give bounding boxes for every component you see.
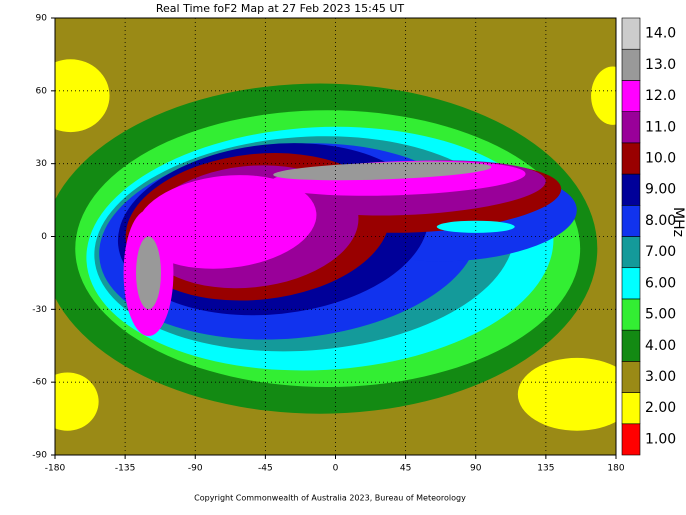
colorbar-label: 3.00	[645, 369, 676, 385]
colorbar-swatch	[621, 329, 641, 362]
contour-region	[55, 372, 99, 431]
y-tick-label: -30	[32, 305, 47, 315]
contour-region	[136, 236, 161, 310]
x-tick-label: -135	[115, 464, 135, 474]
y-tick-label: 60	[36, 86, 48, 96]
colorbar-swatch	[621, 423, 641, 456]
colorbar-label: 8.00	[645, 213, 676, 229]
colorbar-label: 2.00	[645, 400, 676, 416]
x-tick-label: 180	[607, 464, 624, 474]
colorbar-swatch	[621, 204, 641, 237]
colorbar-swatch	[621, 361, 641, 393]
contour-region	[517, 357, 616, 431]
colorbar-label: 9.00	[645, 182, 676, 198]
colorbar-label: 10.0	[645, 150, 676, 166]
colorbar-label: 12.0	[645, 88, 676, 104]
x-tick-label: 135	[537, 464, 554, 474]
colorbar-swatch	[621, 298, 641, 331]
contour-field	[55, 18, 616, 455]
colorbar-swatch	[621, 236, 641, 269]
contour-region	[273, 161, 492, 181]
colorbar-unit: MHz	[670, 207, 686, 237]
y-tick-label: 30	[36, 159, 48, 169]
y-tick-label: 0	[41, 232, 47, 242]
copyright: Copyright Commonwealth of Australia 2023…	[194, 494, 466, 503]
x-tick-label: 90	[470, 464, 482, 474]
contour-region	[591, 66, 616, 125]
colorbar-swatch	[621, 392, 641, 425]
colorbar-label: 7.00	[645, 244, 676, 260]
x-tick-label: -90	[188, 464, 203, 474]
colorbar-swatch	[621, 17, 641, 50]
x-tick-label: -45	[258, 464, 273, 474]
y-tick-label: -90	[32, 451, 47, 461]
colorbar-swatch	[621, 142, 641, 175]
colorbar-swatch	[621, 173, 641, 206]
contour-region	[55, 59, 110, 133]
colorbar-label: 6.00	[645, 275, 676, 291]
colorbar-swatch	[621, 48, 641, 81]
colorbar-label: 1.00	[645, 431, 676, 447]
y-tick-label: -60	[32, 378, 47, 388]
colorbar-label: 4.00	[645, 338, 676, 354]
contour-region	[136, 175, 317, 269]
x-tick-label: 45	[400, 464, 411, 474]
colorbar-label: 14.0	[645, 26, 676, 42]
chart-title: Real Time foF2 Map at 27 Feb 2023 15:45 …	[156, 2, 405, 15]
y-tick-label: 90	[36, 14, 48, 24]
colorbar-swatch	[621, 111, 641, 144]
colorbar-label: 5.00	[645, 307, 676, 323]
colorbar-label: 11.0	[645, 119, 676, 135]
x-tick-label: 0	[333, 464, 339, 474]
x-tick-label: -180	[45, 464, 66, 474]
colorbar-swatch	[621, 267, 641, 300]
colorbar-label: 13.0	[645, 57, 676, 73]
colorbar-swatch	[621, 80, 641, 112]
